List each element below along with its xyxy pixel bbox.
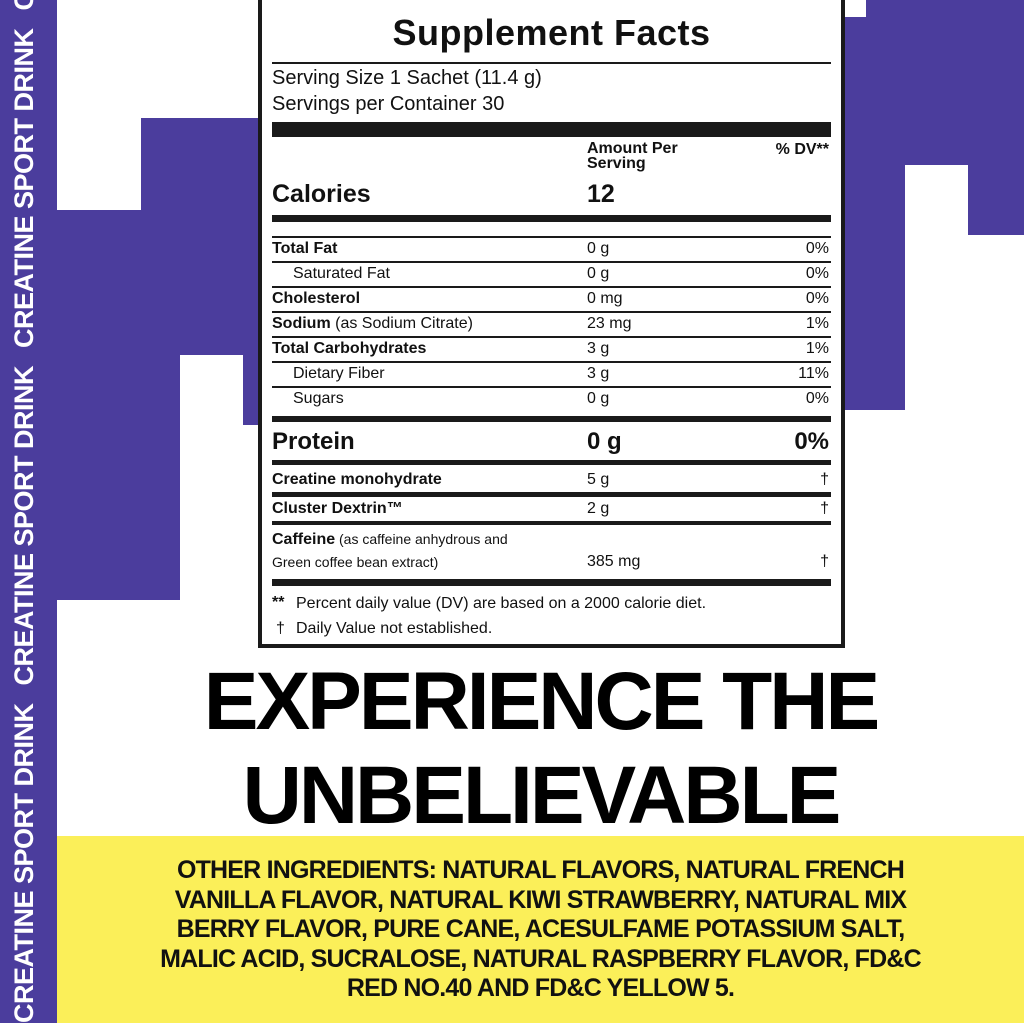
divider-thick [272,492,831,497]
nutrient-dv: 0% [805,240,829,257]
nutrient-row: Saturated Fat [293,265,390,283]
nutrient-name: Sodium [272,315,331,332]
bg-block [845,165,905,410]
footnote-dv: Percent daily value (DV) are based on a … [296,595,707,612]
nutrient-row: Total Carbohydrates [272,340,426,358]
ingredients-line: MALIC ACID, SUCRALOSE, NATURAL RASPBERRY… [160,944,922,973]
bg-block [57,355,180,600]
bg-block [968,165,1024,235]
footnote-not-established: Daily Value not established. [296,620,493,637]
ingredients-line: OTHER INGREDIENTS: NATURAL FLAVORS, NATU… [176,856,905,884]
divider [272,286,831,288]
headline-line-2: UNBELIEVABLE [242,750,842,841]
divider [272,361,831,363]
footnote-mark: ** [272,594,285,611]
creatine-label: Creatine monohydrate [272,471,442,488]
divider [272,386,831,388]
divider [272,236,831,238]
bg-block [141,118,261,210]
dextrin-dv: † [820,500,829,517]
divider [272,311,831,313]
divider [272,336,831,338]
nutrient-dv: 11% [798,365,829,382]
nutrient-row: Sodium (as Sodium Citrate) [272,315,473,333]
nutrient-name: Saturated Fat [293,265,390,282]
divider-thick [272,122,831,137]
caffeine-dv: † [820,553,829,570]
nutrient-dv: 1% [805,315,829,332]
divider [272,261,831,263]
nutrient-dv: 0% [805,390,829,407]
bg-block [845,17,1024,165]
calories-label: Calories [272,180,371,208]
servings-per-container: Servings per Container 30 [272,93,505,115]
bg-block [57,210,261,355]
protein-amount: 0 g [587,428,622,455]
nutrient-row: Dietary Fiber [293,365,385,383]
nutrient-name: Cholesterol [272,290,361,307]
protein-dv: 0% [794,428,829,455]
ingredients-line: RED NO.40 AND FD&C YELLOW 5. [346,974,735,1002]
divider-thick [272,579,831,586]
nutrient-amount: 3 g [587,365,610,382]
nutrient-amount: 3 g [587,340,610,357]
dextrin-amount: 2 g [587,500,610,517]
nutrient-name: Sugars [293,390,344,407]
nutrient-name: Total Carbohydrates [272,340,427,357]
divider-thick [272,215,831,222]
nutrient-dv: 0% [805,265,829,282]
bg-block [866,0,1024,17]
nutrient-dv: 0% [805,290,829,307]
calories-value: 12 [587,180,615,208]
caffeine-note: Green coffee bean extract) [272,554,439,570]
headline-line-1: EXPERIENCE THE [203,656,880,747]
nutrient-amount: 0 g [587,265,610,282]
footnote-mark: † [276,620,285,637]
nutrient-row: Sugars [293,390,344,408]
side-banner-text: CREATINE SPORT DRINK [9,0,39,10]
dv-header: % DV** [775,141,829,158]
divider-thick [272,521,831,525]
caffeine-amount: 385 mg [587,553,641,570]
nutrient-row: Total Fat [272,240,337,258]
creatine-dv: † [820,471,829,488]
divider [272,62,831,64]
nutrient-amount: 0 g [587,390,610,407]
side-banner-text: CREATINE SPORT DRINK [9,28,39,348]
supplement-facts-panel: Supplement Facts Serving Size 1 Sachet (… [258,0,845,648]
dextrin-label: Cluster Dextrin™ [272,500,403,517]
nutrient-note: (as Sodium Citrate) [330,315,473,332]
side-banner-text: CREATINE SPORT DRINK [9,365,39,686]
ingredients-line: VANILLA FLAVOR, NATURAL KIWI STRAWBERRY,… [174,885,907,914]
side-banner-text: CREATINE SPORT DRINK [9,703,39,1023]
other-ingredients-panel: OTHER INGREDIENTS: NATURAL FLAVORS, NATU… [57,836,1024,1023]
protein-label: Protein [272,428,355,455]
divider-thick [272,460,831,465]
caffeine-note: (as caffeine anhydrous and [335,531,508,547]
nutrient-amount: 0 mg [587,290,623,307]
side-banner: CREATINE SPORT DRINK CREATINE SPORT DRIN… [0,0,57,1023]
divider-thick [272,416,831,422]
creatine-amount: 5 g [587,471,610,488]
ingredients-line: BERRY FLAVOR, PURE CANE, ACESULFAME POTA… [176,915,906,943]
amount-header: Amount Per Serving [587,140,678,172]
caffeine-label: Caffeine [272,531,336,548]
serving-size: Serving Size 1 Sachet (11.4 g) [272,67,542,89]
nutrient-name: Total Fat [272,240,338,257]
label-title: Supplement Facts [392,12,711,53]
nutrient-dv: 1% [805,340,829,357]
bg-block [243,355,261,425]
nutrient-amount: 23 mg [587,315,632,332]
nutrient-amount: 0 g [587,240,610,257]
nutrient-row: Cholesterol [272,290,360,308]
nutrient-name: Dietary Fiber [293,365,385,382]
